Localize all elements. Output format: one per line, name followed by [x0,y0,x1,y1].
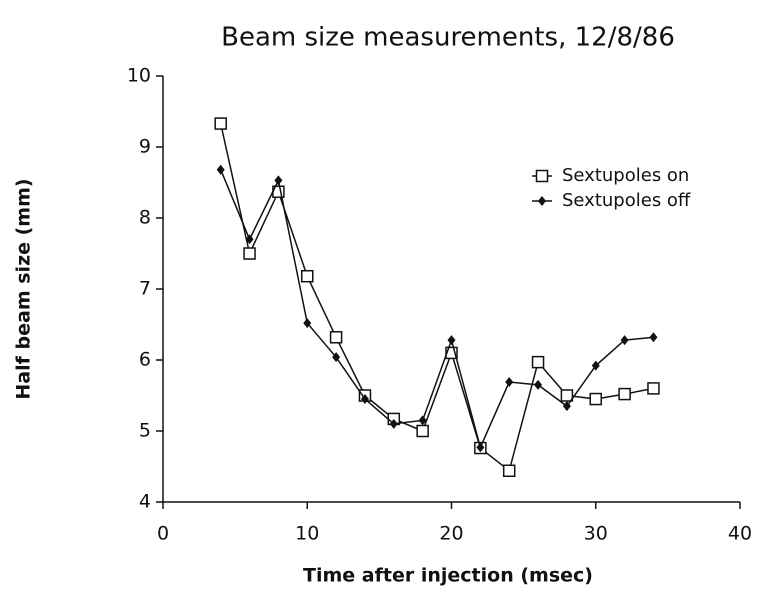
y-tick-label: 6 [139,349,151,371]
data-point [502,464,516,478]
data-point [274,175,283,186]
y-tick-label: 9 [139,136,151,158]
data-point [332,352,341,363]
data-point [560,389,574,402]
data-point [534,379,543,390]
data-point [476,442,485,453]
data-point [649,332,658,343]
y-tick-label: 8 [139,207,151,229]
data-point [216,164,225,175]
x-tick-label: 10 [295,523,319,545]
data-point [447,335,456,346]
data-point [531,355,545,369]
legend-marker [535,169,549,183]
data-point [389,418,398,429]
data-point [647,382,660,395]
x-tick-label: 40 [728,523,752,545]
data-point [360,394,369,405]
y-tick-label: 5 [139,420,151,442]
data-point [445,346,458,360]
legend-label: Sextupoles on [562,165,689,186]
y-tick-label: 4 [139,491,151,513]
legend-label: Sextupoles off [562,190,691,211]
data-point [618,387,631,401]
data-point [245,234,254,245]
data-point [416,424,429,438]
data-point [301,269,314,283]
y-axis-label: Half beam size (mm) [13,178,35,399]
data-point [589,392,602,406]
data-point [418,415,427,426]
x-tick-label: 20 [439,523,463,545]
y-tick-label: 7 [139,278,151,300]
data-point [620,335,629,346]
data-point [243,247,256,260]
y-tick-label: 10 [127,65,151,87]
series-line [220,169,654,450]
data-point [329,331,343,344]
data-point [303,318,312,329]
data-point [591,360,600,371]
data-point [214,117,227,130]
data-point [562,401,571,412]
series-line [219,123,654,473]
x-axis-label: Time after injection (msec) [303,565,593,587]
data-point [505,377,514,388]
x-tick-label: 30 [584,523,608,545]
legend-marker [538,196,546,206]
chart-title: Beam size measurements, 12/8/86 [221,23,675,53]
x-tick-label: 0 [157,523,169,545]
